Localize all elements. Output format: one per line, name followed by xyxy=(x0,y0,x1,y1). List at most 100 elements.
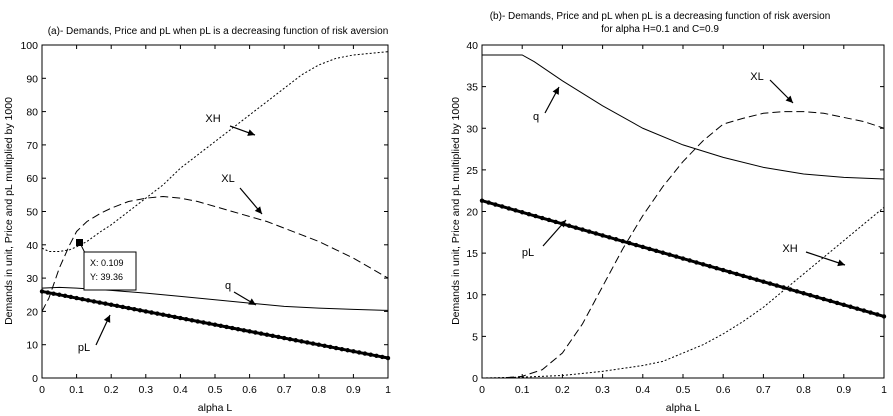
series-pl-marker xyxy=(647,246,652,252)
series-pl-marker xyxy=(160,312,166,317)
series-pl-marker xyxy=(841,302,846,308)
series-pl-marker xyxy=(345,348,350,353)
series-q-line xyxy=(41,286,389,311)
y-tick-label: 70 xyxy=(26,140,38,152)
series-pl-marker xyxy=(593,231,599,236)
x-tick-label: 0.3 xyxy=(138,384,153,396)
x-tick-label: 0.3 xyxy=(595,384,610,396)
series-pl-marker xyxy=(861,308,867,313)
series-pl-marker xyxy=(848,304,853,309)
series-pl-marker xyxy=(264,332,270,337)
datatip-leader xyxy=(79,242,86,254)
y-tick-label: 10 xyxy=(466,290,478,302)
series-pl-marker xyxy=(45,290,50,295)
y-tick-label: 10 xyxy=(26,340,38,352)
series-pl-marker xyxy=(499,204,505,209)
series-pl-marker xyxy=(339,346,345,352)
x-tick-label: 1 xyxy=(385,384,391,396)
series-pl-marker xyxy=(322,343,327,349)
annotation-xh-label: XH xyxy=(782,243,797,255)
y-tick-label: 0 xyxy=(32,373,38,385)
series-pl-marker xyxy=(143,309,148,314)
series-pl-marker xyxy=(754,277,759,282)
series-pl-marker xyxy=(553,219,558,225)
x-tick-label: 0.8 xyxy=(311,384,326,396)
series-pl-marker xyxy=(235,326,241,332)
y-tick-label: 60 xyxy=(26,173,38,185)
series-pl-marker xyxy=(51,291,56,296)
series-pl-marker xyxy=(247,329,252,334)
x-tick-label: 0.2 xyxy=(104,384,119,396)
chart-a-y-axis-label: Demands in unit, Price and pL multiplied… xyxy=(3,97,15,325)
series-pl-marker xyxy=(520,210,525,215)
series-pl-marker xyxy=(137,308,143,313)
series-pl-marker xyxy=(794,289,800,294)
series-pl-marker xyxy=(241,328,247,333)
series-pl-marker xyxy=(814,294,820,300)
x-tick-label: 0.5 xyxy=(676,384,691,396)
series-pl-marker xyxy=(680,256,686,261)
series-pl-marker xyxy=(62,293,68,299)
series-pl-marker xyxy=(855,306,860,311)
series-pl-marker xyxy=(287,336,293,342)
x-tick-label: 0.1 xyxy=(515,384,530,396)
series-pl-marker xyxy=(368,352,373,357)
series-pl-marker xyxy=(299,339,304,344)
series-pl-marker xyxy=(74,295,79,301)
series-pl-marker xyxy=(834,300,840,306)
series-pl-marker xyxy=(580,227,585,232)
series-pl-marker xyxy=(788,287,793,292)
datatip-marker xyxy=(76,239,83,246)
chart-b-series xyxy=(479,54,887,379)
series-pl-marker xyxy=(801,291,806,296)
series-pl-marker xyxy=(103,301,108,306)
series-pl-marker xyxy=(328,344,333,350)
series-pl-marker xyxy=(310,341,316,346)
chart-a-annotations: XH XL q pL xyxy=(78,113,263,354)
series-pl-marker xyxy=(258,331,264,336)
series-pl-marker xyxy=(767,281,773,286)
series-pl-marker xyxy=(172,314,177,320)
x-tick-label: 0.4 xyxy=(635,384,650,396)
series-pl-marker xyxy=(674,254,679,259)
y-tick-label: 100 xyxy=(20,40,38,52)
series-pl-marker xyxy=(875,312,880,317)
series-pl-marker xyxy=(600,233,605,238)
series-pl-marker xyxy=(533,213,538,219)
series-pl-marker xyxy=(573,225,578,230)
x-tick-label: 0.9 xyxy=(836,384,851,396)
series-pl-marker xyxy=(607,235,612,240)
series-pl-marker xyxy=(714,265,719,271)
y-tick-label: 20 xyxy=(466,207,478,219)
series-pl-marker xyxy=(57,292,62,297)
series-pl-marker xyxy=(270,333,275,339)
chart-b-title: (b)- Demands, Price and pL when pL is a … xyxy=(490,11,831,22)
series-pl-marker xyxy=(351,349,356,354)
x-tick-label: 1 xyxy=(881,384,887,396)
x-tick-label: 0.7 xyxy=(277,384,292,396)
x-tick-label: 0 xyxy=(39,384,45,396)
series-pl-marker xyxy=(201,320,206,325)
annotation-xh-label: XH xyxy=(205,113,220,125)
series-pl-marker xyxy=(687,258,692,263)
x-tick-label: 0.4 xyxy=(173,384,188,396)
y-tick-label: 25 xyxy=(466,165,478,177)
series-pl-marker xyxy=(868,310,873,315)
series-pl-marker xyxy=(218,323,223,329)
y-tick-label: 5 xyxy=(472,331,478,343)
series-pl-marker xyxy=(700,262,706,267)
annotation-xl-label: XL xyxy=(750,71,763,83)
series-pl-marker xyxy=(479,198,485,203)
series-pl-marker xyxy=(633,242,639,248)
annotation-q-arrowhead xyxy=(248,298,256,305)
series-pl-marker xyxy=(821,296,826,302)
series-pl-marker xyxy=(761,279,766,284)
series-pl-marker xyxy=(91,299,97,304)
series-xl-line xyxy=(41,196,389,312)
series-pl-marker xyxy=(109,302,114,307)
y-tick-label: 0 xyxy=(472,373,478,385)
chart-a-y-ticks: 0 10 20 30 40 50 60 70 80 90 100 xyxy=(20,40,388,385)
y-tick-label: 15 xyxy=(466,248,478,260)
series-pl-marker xyxy=(253,330,258,335)
